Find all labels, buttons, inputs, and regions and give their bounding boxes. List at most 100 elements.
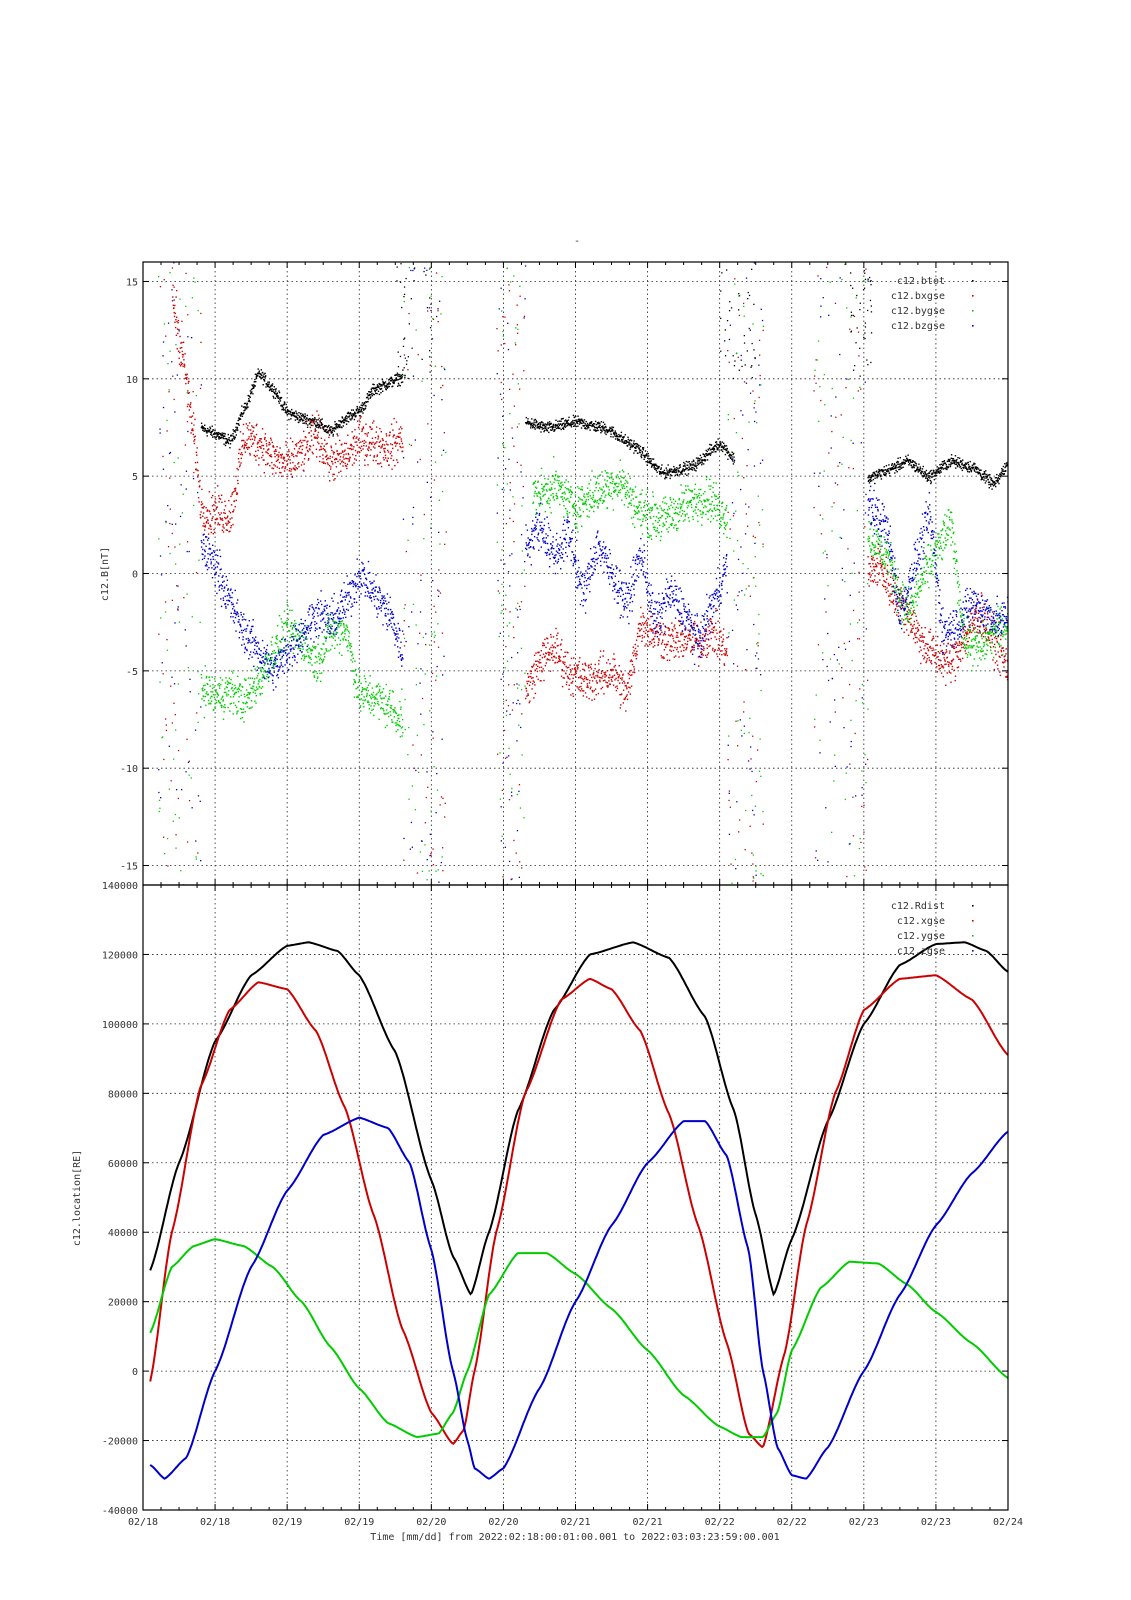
data-point-c12-bxgse [334,478,336,480]
data-point-c12-bxgse [926,658,928,660]
data-point-c12-bxgse [894,594,896,596]
data-point-c12-btot [399,374,401,376]
data-point-c12-btot [238,424,240,426]
data-point-c12-btot [221,433,223,436]
data-point-c12-bxgse [857,331,860,333]
data-point-c12-bxgse [558,657,560,659]
data-point-c12-btot [566,422,568,424]
data-point-c12-bxgse [300,445,302,447]
data-point-c12-btot [585,420,587,423]
data-point-c12-bxgse [190,432,192,434]
data-point-c12-bxgse [690,651,692,653]
data-point-c12-bxgse [212,516,214,518]
data-point-c12-bxgse [927,649,930,652]
data-point-c12-bxgse [324,439,326,441]
data-point-c12-bygse [315,670,317,673]
data-point-c12-bxgse [574,673,576,675]
data-point-c12-bxgse [347,453,350,456]
data-point-c12-bxgse [932,647,934,649]
data-point-c12-btot [620,435,622,437]
data-point-c12-bxgse [328,464,331,467]
data-point-c12-btot [289,411,292,413]
data-point-c12-bxgse [1005,676,1007,678]
data-point-c12-btot [850,314,853,317]
data-point-c12-bxgse [165,718,167,720]
data-point-c12-bxgse [645,629,647,631]
data-point-c12-bxgse [944,652,947,654]
data-point-c12-bxgse [922,639,924,642]
data-point-c12-bxgse [238,452,240,455]
data-point-c12-bxgse [884,567,886,569]
data-point-c12-btot [852,314,854,317]
data-point-c12-btot [976,466,979,469]
data-point-c12-bygse [299,622,301,625]
data-point-c12-btot [268,383,270,385]
data-point-c12-btot [265,386,267,388]
data-point-c12-bxgse [502,315,504,318]
data-point-c12-bxgse [626,688,628,690]
data-point-c12-bxgse [583,690,585,692]
data-point-c12-bxgse [645,643,647,645]
data-point-c12-bxgse [944,659,946,661]
data-point-c12-bxgse [290,473,292,475]
data-point-c12-btot [577,425,579,427]
data-point-c12-bxgse [364,459,366,461]
data-point-c12-btot [639,445,642,448]
data-point-c12-bxgse [173,307,175,309]
data-point-c12-bygse [317,655,320,658]
data-point-c12-btot [570,426,573,428]
data-point-c12-btot [897,463,899,465]
data-point-c12-bxgse [936,644,938,646]
data-point-c12-btot [998,478,1001,480]
data-point-c12-bxgse [871,559,873,561]
data-point-c12-btot [588,427,590,429]
data-point-c12-btot [1005,462,1008,464]
data-point-c12-btot [536,421,538,423]
data-point-c12-bxgse [917,629,920,631]
data-point-c12-btot [612,436,614,438]
data-point-c12-bxgse [581,690,583,692]
data-point-c12-bxgse [894,582,896,584]
data-point-c12-bxgse [1000,634,1002,637]
data-point-c12-btot [378,386,380,389]
data-point-c12-bxgse [170,685,172,687]
data-point-c12-bygse [248,697,250,699]
data-point-c12-bygse [317,637,320,639]
data-point-c12-bygse [253,681,255,683]
data-point-c12-btot [610,433,612,435]
data-point-c12-btot [884,472,886,474]
data-point-c12-bygse [232,696,235,698]
data-point-c12-bxgse [730,863,732,865]
data-point-c12-bxgse [386,459,388,462]
data-point-c12-btot [248,399,250,402]
data-point-c12-bxgse [956,655,958,657]
data-point-c12-bxgse [826,266,828,269]
data-point-c12-btot [561,418,563,420]
data-point-c12-bxgse [814,375,816,377]
data-point-c12-bxgse [288,449,290,451]
data-point-c12-bxgse [180,363,183,366]
data-point-c12-btot [215,436,217,438]
data-point-c12-btot [567,422,569,424]
data-point-c12-btot [592,425,595,427]
data-point-c12-bygse [231,670,233,672]
data-point-c12-btot [600,432,602,434]
data-point-c12-bxgse [566,651,568,653]
data-point-c12-btot [689,463,691,465]
data-point-c12-btot [301,415,303,417]
data-point-c12-bxgse [721,644,724,646]
data-point-c12-bygse [234,704,237,707]
data-point-c12-btot [252,393,254,395]
data-point-c12-btot [623,436,625,438]
data-point-c12-btot [226,439,229,441]
data-point-c12-bxgse [282,462,285,464]
data-point-c12-bxgse [316,434,319,436]
data-point-c12-bygse [325,640,327,642]
data-point-c12-btot [863,336,865,339]
data-point-c12-btot [887,468,890,470]
data-point-c12-bxgse [716,653,718,655]
data-point-c12-btot [222,437,224,440]
data-point-c12-btot [219,433,222,435]
data-point-c12-btot [640,455,642,458]
data-point-c12-bxgse [566,681,568,683]
